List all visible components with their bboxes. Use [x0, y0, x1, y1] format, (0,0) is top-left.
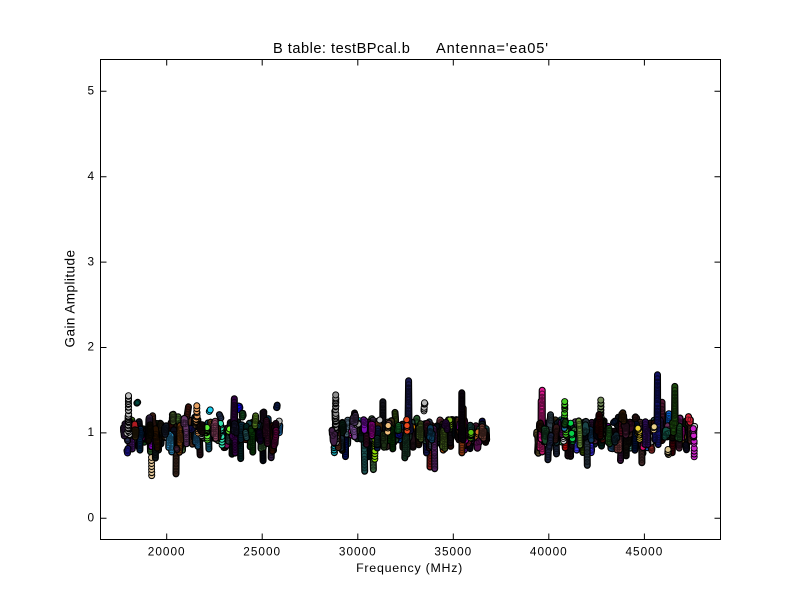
svg-text:40000: 40000 — [530, 545, 568, 559]
svg-text:25000: 25000 — [243, 545, 281, 559]
svg-text:4: 4 — [87, 169, 94, 183]
svg-text:2: 2 — [87, 340, 94, 354]
svg-text:B table: testBPcal.b: B table: testBPcal.b — [273, 41, 410, 57]
svg-text:30000: 30000 — [339, 545, 377, 559]
svg-text:1: 1 — [87, 425, 94, 439]
svg-text:5: 5 — [87, 84, 94, 98]
svg-text:Antenna='ea05': Antenna='ea05' — [436, 41, 549, 57]
svg-text:45000: 45000 — [625, 545, 663, 559]
svg-text:3: 3 — [87, 254, 94, 268]
svg-text:0: 0 — [87, 511, 94, 525]
svg-text:Gain Amplitude: Gain Amplitude — [63, 250, 78, 348]
svg-text:20000: 20000 — [148, 545, 186, 559]
svg-text:Frequency (MHz): Frequency (MHz) — [356, 561, 463, 575]
svg-text:35000: 35000 — [434, 545, 472, 559]
